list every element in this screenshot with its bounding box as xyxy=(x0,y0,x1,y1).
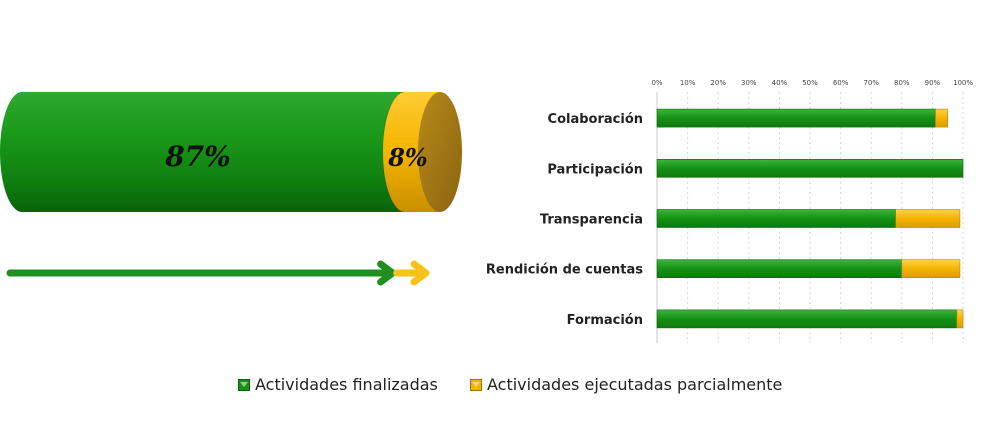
x-tick-label: 80% xyxy=(894,79,910,87)
progress-arrow xyxy=(6,260,430,286)
x-tick-label: 20% xyxy=(710,79,726,87)
x-tick-label: 70% xyxy=(863,79,879,87)
x-tick-label: 100% xyxy=(953,79,973,87)
arrow-head-parcial xyxy=(410,260,430,286)
category-label: Colaboración xyxy=(548,112,643,127)
bar-chart-category-labels: Colaboración Participación Transparencia Re… xyxy=(486,112,643,328)
x-tick-label: 50% xyxy=(802,79,818,87)
legend-item-parcial: Actividades ejecutadas parcialmente xyxy=(470,375,782,394)
finalizadas-pct-label: 87% xyxy=(164,140,231,173)
summary-cylinder xyxy=(0,91,462,213)
x-tick-label: 90% xyxy=(925,79,941,87)
bar-finalizadas xyxy=(656,259,903,279)
x-tick-label: 30% xyxy=(741,79,757,87)
bar-chart-tick-labels: 0% 10% 20% 30% 40% 50% 60% 70% 80% 90% 100% xyxy=(651,79,973,87)
bar-parcial xyxy=(901,259,961,279)
arrow-head-finalizadas xyxy=(377,260,397,286)
bar-finalizadas xyxy=(656,108,936,128)
legend-label-parcial: Actividades ejecutadas parcialmente xyxy=(487,375,783,394)
category-label: Transparencia xyxy=(540,213,643,228)
x-tick-label: 0% xyxy=(651,79,662,87)
bar-finalizadas xyxy=(656,209,896,228)
x-tick-label: 60% xyxy=(833,79,849,87)
legend-swatch-parcial xyxy=(470,378,482,391)
legend-swatch-finalizadas xyxy=(238,378,250,391)
bar-parcial xyxy=(935,108,949,128)
category-label: Participación xyxy=(547,162,643,177)
bar-parcial xyxy=(895,209,961,228)
category-label: Formación xyxy=(567,313,643,328)
cylinder-segment-finalizadas xyxy=(0,92,405,212)
category-label: Rendición de cuentas xyxy=(486,263,643,278)
legend-label-finalizadas: Actividades finalizadas xyxy=(255,375,438,394)
bar-finalizadas xyxy=(656,159,964,178)
legend: Actividades finalizadas Actividades ejec… xyxy=(0,375,989,405)
cylinder-split-edge xyxy=(382,91,405,213)
parcial-pct-label: 8% xyxy=(387,143,428,172)
bar-parcial xyxy=(956,309,964,329)
legend-item-finalizadas: Actividades finalizadas xyxy=(238,375,438,394)
x-tick-label: 10% xyxy=(680,79,696,87)
bar-finalizadas xyxy=(656,309,958,329)
bar-chart-bars xyxy=(656,108,964,329)
x-tick-label: 40% xyxy=(772,79,788,87)
cylinder-end-cap xyxy=(418,92,462,212)
